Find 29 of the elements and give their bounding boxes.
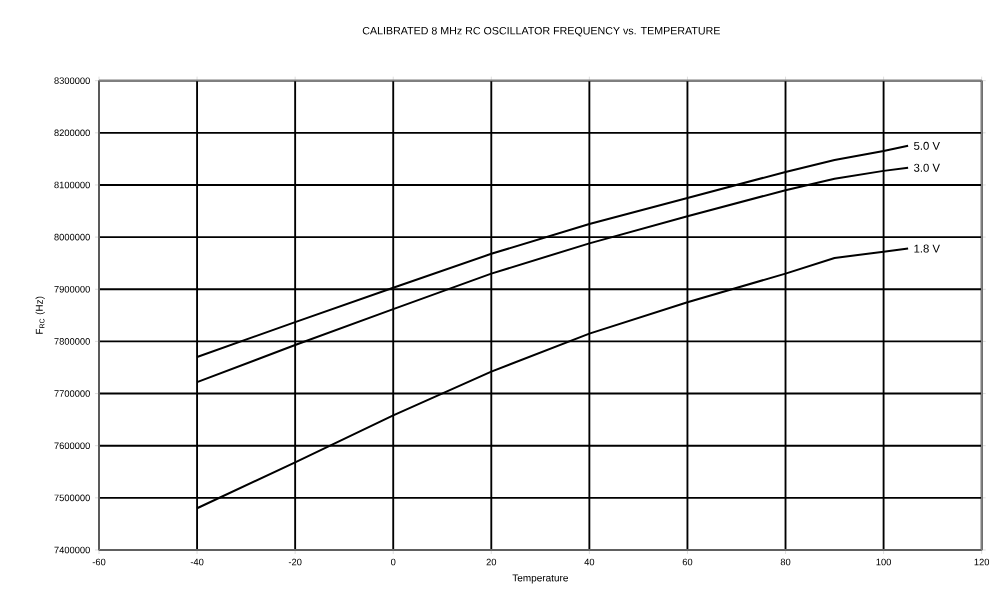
y-tick-label: 7500000 [54,494,90,502]
x-tick-label: 20 [486,558,497,566]
x-axis-title: Temperature [512,574,568,584]
x-tick-label: 0 [390,558,396,566]
series-label: 1.8 V [914,244,940,253]
y-axis-title: F$_{RC}$ (Hz) [35,296,45,334]
y-tick-label: 8000000 [54,233,90,241]
line-series [196,247,910,510]
y-tick-label: 8300000 [54,77,90,84]
line-series [196,166,910,384]
y-tick-label: 7400000 [54,546,90,554]
x-tick-label: 80 [780,558,791,566]
x-tick-label: 60 [682,558,693,566]
y-tick-label: 8200000 [54,129,90,137]
series-label: 5.0 V [914,141,940,150]
x-tick-label: 120 [974,558,990,566]
x-tick-label: 40 [584,558,595,566]
x-tick-label: 100 [876,558,892,566]
series-label: 3.0 V [913,163,940,172]
y-tick-label: 8100000 [54,181,90,189]
y-tick-label: 7700000 [54,390,90,397]
chart-title: CALIBRATED 8 MHz RC OSCILLATOR FREQUENCY vs. TEMPERATURE [362,26,720,37]
x-tick-label: -40 [190,558,204,566]
y-tick-label: 7800000 [54,338,90,345]
x-tick-label: -60 [92,558,106,566]
x-tick-label: -20 [288,558,302,566]
y-tick-label: 7900000 [54,285,90,293]
y-tick-label: 7600000 [54,442,90,449]
line-series [196,144,910,359]
